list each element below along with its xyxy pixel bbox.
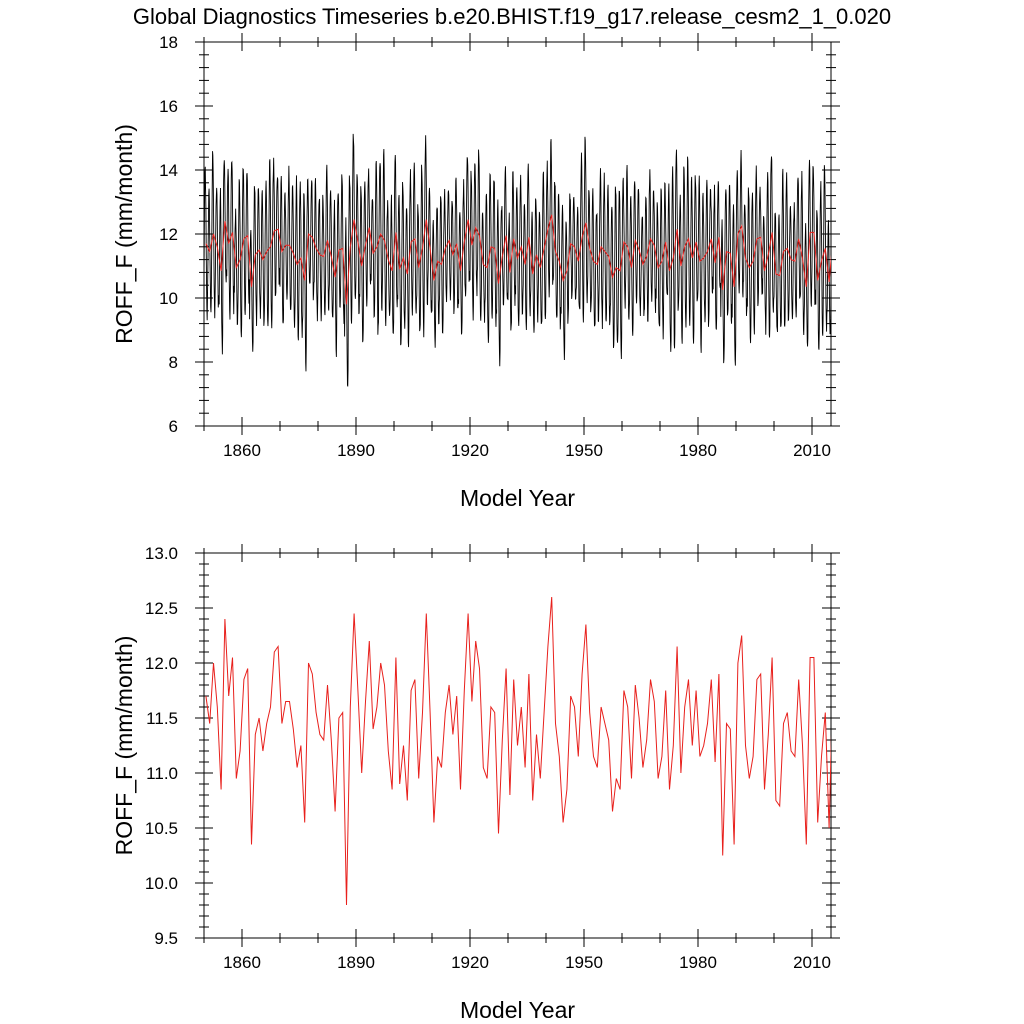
top-xtick-label: 1920: [451, 441, 489, 460]
bottom-ytick-label: 10.5: [145, 819, 178, 838]
bottom-xtick-label: 1980: [679, 953, 717, 972]
bottom-xtick-label: 1890: [337, 953, 375, 972]
bottom-y-axis-label: ROFF_F (mm/month): [111, 636, 137, 856]
top-xtick-label: 1890: [337, 441, 375, 460]
top-y-axis-label: ROFF_F (mm/month): [111, 124, 137, 344]
bottom-ytick-label: 13.0: [145, 544, 178, 563]
top-xtick-label: 1860: [223, 441, 261, 460]
bottom-ytick-label: 12.5: [145, 599, 178, 618]
top-xtick-label: 1950: [565, 441, 603, 460]
top-ytick-label: 8: [169, 353, 178, 372]
top-ytick-label: 6: [169, 417, 178, 436]
bottom-annual-series-line: [205, 596, 831, 906]
top-ytick-label: 10: [159, 289, 178, 308]
top-annual-series-line: [205, 214, 831, 305]
bottom-ytick-label: 10.0: [145, 874, 178, 893]
bottom-xtick-label: 1860: [223, 953, 261, 972]
bottom-xtick-label: 1950: [565, 953, 603, 972]
bottom-x-axis-label: Model Year: [460, 997, 575, 1023]
top-ytick-label: 12: [159, 225, 178, 244]
bottom-xtick-label: 2010: [793, 953, 831, 972]
top-x-axis-label: Model Year: [460, 485, 575, 511]
bottom-ytick-label: 11.5: [146, 709, 178, 728]
bottom-ytick-label: 11.0: [146, 764, 178, 783]
top-xtick-label: 2010: [793, 441, 831, 460]
top-xtick-label: 1980: [679, 441, 717, 460]
bottom-panel: 1860 1890 1920 1950 1980 2010 9.5 10.0 10.5 11.0 1…: [111, 544, 840, 1023]
top-ytick-label: 18: [159, 33, 178, 52]
bottom-xtick-label: 1920: [451, 953, 489, 972]
bottom-ytick-label: 9.5: [154, 929, 178, 948]
top-panel: 1860 1890 1920 1950 1980 2010 6 8 10 12 14 16 18 Mode…: [111, 33, 840, 511]
chart-title: Global Diagnostics Timeseries b.e20.BHIS…: [133, 4, 891, 29]
bottom-ytick-label: 12.0: [145, 654, 178, 673]
top-ytick-label: 14: [159, 161, 178, 180]
top-ytick-label: 16: [159, 97, 178, 116]
